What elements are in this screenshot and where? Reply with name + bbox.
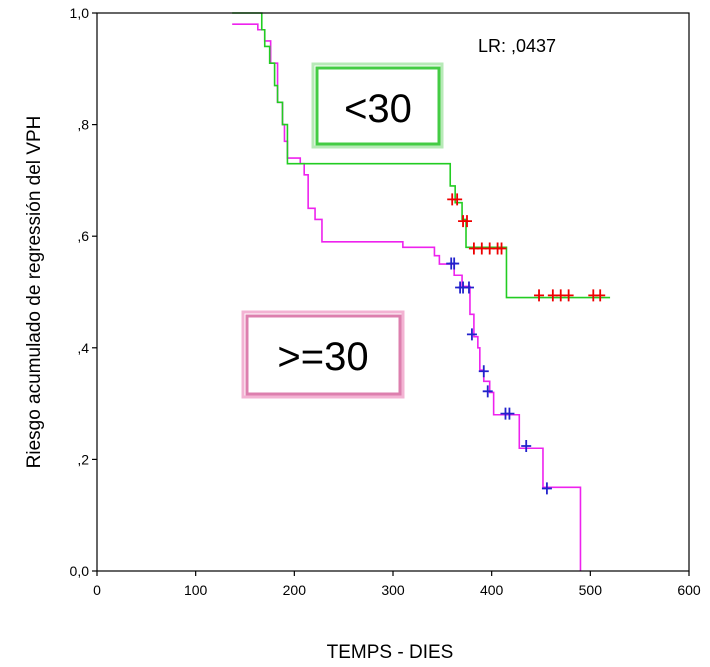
legend-ge30: >=30 — [241, 310, 405, 399]
censor-mark-ge30 — [521, 440, 532, 453]
legend-ge30-box — [245, 314, 402, 396]
x-tick-label: 400 — [480, 582, 504, 598]
x-tick-label: 200 — [283, 582, 307, 598]
legend-lt30-box — [315, 66, 441, 146]
censor-mark-ge30 — [482, 385, 493, 398]
censor-mark-lt30 — [563, 289, 574, 302]
censor-mark-ge30 — [541, 482, 552, 495]
legend-lt30-label: <30 — [344, 87, 412, 131]
censor-mark-lt30 — [452, 193, 463, 206]
annotation-lr: LR: ,0437 — [478, 36, 556, 56]
x-tick-label: 600 — [677, 582, 701, 598]
legend-lt30: <30 — [311, 62, 444, 149]
y-tick-label: ,4 — [77, 340, 89, 356]
y-tick-label: ,2 — [77, 451, 89, 467]
censor-mark-lt30 — [534, 289, 545, 302]
censor-mark-ge30 — [463, 281, 474, 294]
censor-mark-ge30 — [504, 407, 515, 420]
censor-mark-ge30 — [449, 257, 460, 270]
x-axis-label: TEMPS - DIES — [327, 642, 454, 663]
x-tick-label: 100 — [184, 582, 208, 598]
y-tick-label: 1,0 — [70, 5, 90, 21]
legend-ge30-shadow — [241, 310, 405, 399]
x-tick-label: 0 — [93, 582, 101, 598]
y-tick-label: ,6 — [77, 228, 89, 244]
censor-mark-ge30 — [466, 328, 477, 341]
x-tick-label: 500 — [579, 582, 603, 598]
y-axis-label: Riesgo acumulado de regressión del VPH — [24, 116, 45, 469]
censor-mark-ge30 — [478, 365, 489, 378]
censor-mark-lt30 — [462, 215, 472, 228]
censor-mark-lt30 — [496, 242, 507, 255]
censor-mark-lt30 — [595, 289, 606, 302]
legend-ge30-label: >=30 — [277, 335, 368, 379]
plot-area — [232, 12, 611, 571]
legend-lt30-shadow — [311, 62, 444, 149]
x-tick-label: 300 — [381, 582, 405, 598]
y-tick-label: 0,0 — [70, 563, 90, 579]
axes: 0 100 200 300 400 500 600 0,0 ,2 ,4 ,6 ,8 1,0 — [70, 5, 701, 598]
series-line-lt30 — [232, 12, 611, 299]
y-tick-label: ,8 — [77, 117, 89, 133]
